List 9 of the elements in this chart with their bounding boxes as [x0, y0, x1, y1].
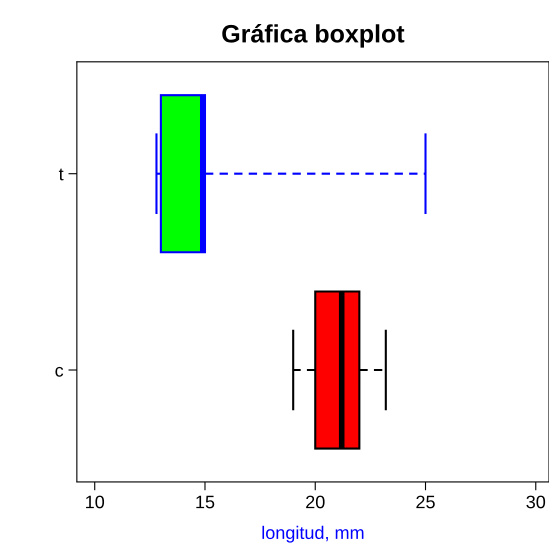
y-tick-label: t — [58, 168, 64, 180]
x-tick-label: 20 — [306, 496, 325, 508]
x-tick-label: 30 — [526, 496, 546, 508]
x-tick-label: 15 — [196, 496, 214, 508]
chart-title: Gráfica boxplot — [222, 24, 404, 48]
x-tick-label: 25 — [416, 496, 435, 508]
y-tick-label: c — [55, 366, 64, 377]
x-tick-label: 10 — [86, 496, 104, 508]
x-axis-title: longitud, mm — [262, 526, 364, 543]
